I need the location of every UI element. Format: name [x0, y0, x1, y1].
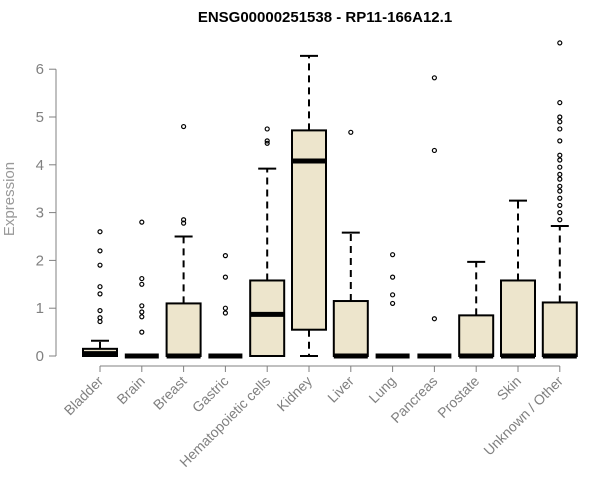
outlier-point [390, 274, 396, 280]
outlier-point [557, 100, 563, 106]
x-tick-label: Unknown / Other [480, 373, 566, 459]
outlier-point [97, 229, 103, 235]
outlier-point [97, 291, 103, 297]
outlier-point [557, 171, 563, 177]
y-tick-label: 3 [36, 205, 44, 222]
outlier-point [557, 183, 563, 189]
outlier-point [222, 274, 228, 280]
outlier-point [222, 253, 228, 259]
outlier-point [557, 119, 563, 125]
outlier-point [139, 281, 145, 287]
outlier-point [557, 138, 563, 144]
outlier-point [222, 305, 228, 311]
outlier-point [557, 126, 563, 132]
outlier-point [557, 202, 563, 209]
y-tick-label: 1 [36, 300, 44, 317]
x-tick-label: Kidney [274, 373, 316, 415]
box-group [458, 260, 495, 359]
outlier-point [431, 316, 437, 322]
x-tick-label: Liver [324, 373, 357, 406]
box-body [458, 314, 495, 357]
outlier-point [97, 284, 103, 290]
outlier-point [557, 152, 563, 158]
outlier-point [97, 307, 103, 314]
outlier-point [390, 292, 396, 298]
box-group [417, 75, 452, 359]
chart-title: ENSG00000251538 - RP11-166A12.1 [198, 9, 452, 26]
box-group [208, 253, 243, 359]
box-group [500, 199, 536, 359]
box-group [541, 40, 578, 359]
box-group [82, 229, 118, 357]
y-tick-label: 4 [36, 157, 44, 174]
y-tick-label: 6 [36, 61, 44, 78]
outlier-point [97, 248, 103, 254]
y-axis: 0 1 2 3 4 5 6 [36, 61, 57, 365]
box-group [124, 219, 159, 359]
box-group [249, 126, 286, 358]
box-group [375, 252, 410, 359]
x-tick-label: Prostate [434, 373, 482, 421]
outlier-point [97, 315, 103, 321]
outlier-point [390, 300, 396, 307]
outlier-point [557, 157, 563, 163]
outlier-point [139, 219, 145, 225]
y-tick-label: 0 [36, 348, 44, 365]
outlier-point [181, 217, 187, 223]
y-tick-label: 5 [36, 109, 44, 126]
box-group [332, 129, 369, 359]
outlier-point [264, 126, 270, 132]
outlier-point [139, 309, 145, 315]
x-tick-label: Skin [494, 373, 525, 404]
box-body [249, 279, 286, 358]
outlier-point [348, 129, 354, 135]
y-axis-label: Expression [1, 162, 18, 236]
box-group [165, 123, 202, 359]
outlier-point [557, 176, 563, 182]
outlier-point [139, 303, 145, 309]
outlier-point [139, 275, 145, 282]
outlier-point [557, 114, 563, 120]
outlier-point [557, 164, 563, 170]
outlier-point [264, 140, 270, 146]
outlier-point [181, 220, 187, 226]
box-body [165, 302, 202, 358]
x-tick-label: Lung [365, 373, 398, 406]
outlier-point [222, 310, 228, 316]
outlier-point [139, 314, 145, 320]
x-tick-label: Bladder [61, 373, 107, 419]
outlier-point [181, 123, 187, 130]
outlier-point [139, 329, 145, 335]
x-tick-label: Breast [150, 373, 190, 413]
x-tick-label: Brain [113, 373, 147, 407]
outlier-point [557, 217, 563, 223]
outlier-point [557, 188, 563, 194]
outlier-point [390, 252, 396, 258]
outlier-point [97, 262, 103, 268]
outlier-point [557, 40, 563, 46]
y-tick-label: 2 [36, 252, 44, 269]
box-body [541, 301, 578, 357]
outlier-point [264, 138, 270, 144]
box-series [82, 40, 578, 359]
box-group [291, 54, 327, 357]
outlier-point [431, 75, 437, 81]
outlier-point [431, 147, 437, 154]
box-body [500, 279, 536, 358]
box-body [332, 300, 369, 357]
outlier-point [557, 195, 563, 201]
box-body [291, 129, 327, 331]
outlier-point [557, 210, 563, 216]
